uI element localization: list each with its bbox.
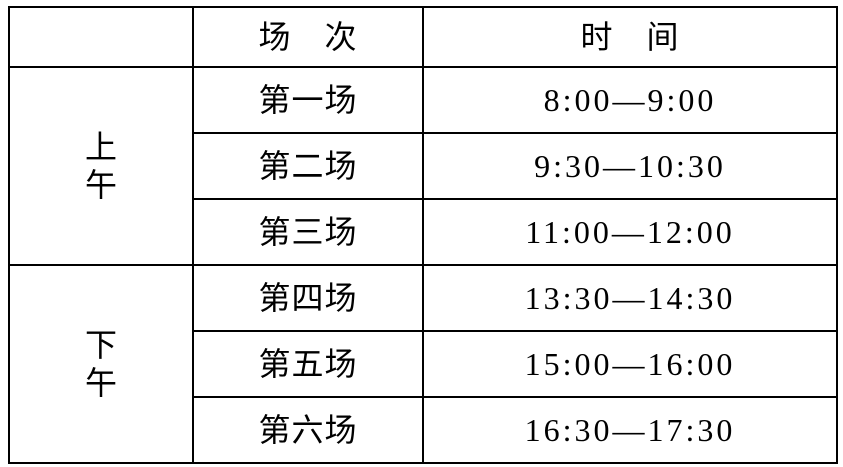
session-cell: 第五场 <box>192 330 424 398</box>
period-cell-afternoon: 下 午 <box>8 264 194 464</box>
time-cell: 13:30—14:30 <box>422 264 838 332</box>
header-corner-cell <box>8 6 194 68</box>
table-row: 第二场 9:30—10:30 <box>9 132 838 200</box>
session-cell: 第四场 <box>192 264 424 332</box>
exam-schedule-table: 场 次 时 间 上 午 第一场 8:00—9:00 第二场 9:30—10:30… <box>8 6 838 464</box>
table-row: 上 午 第一场 8:00—9:00 <box>8 66 838 266</box>
table-row: 第六场 16:30—17:30 <box>9 396 838 464</box>
header-session-cell: 场 次 <box>192 6 424 68</box>
header-time-cell: 时 间 <box>422 6 838 68</box>
time-cell: 8:00—9:00 <box>422 66 838 134</box>
session-cell: 第六场 <box>192 396 424 464</box>
table-row: 第三场 11:00—12:00 <box>9 198 838 266</box>
table-row: 下 午 第四场 13:30—14:30 <box>8 264 838 464</box>
time-cell: 16:30—17:30 <box>422 396 838 464</box>
header-row: 场 次 时 间 <box>8 6 838 68</box>
time-cell: 15:00—16:00 <box>422 330 838 398</box>
time-cell: 9:30—10:30 <box>422 132 838 200</box>
session-cell: 第三场 <box>192 198 424 266</box>
session-cell: 第一场 <box>192 66 424 134</box>
table-row: 第五场 15:00—16:00 <box>9 330 838 398</box>
period-cell-morning: 上 午 <box>8 66 194 266</box>
time-cell: 11:00—12:00 <box>422 198 838 266</box>
session-cell: 第二场 <box>192 132 424 200</box>
